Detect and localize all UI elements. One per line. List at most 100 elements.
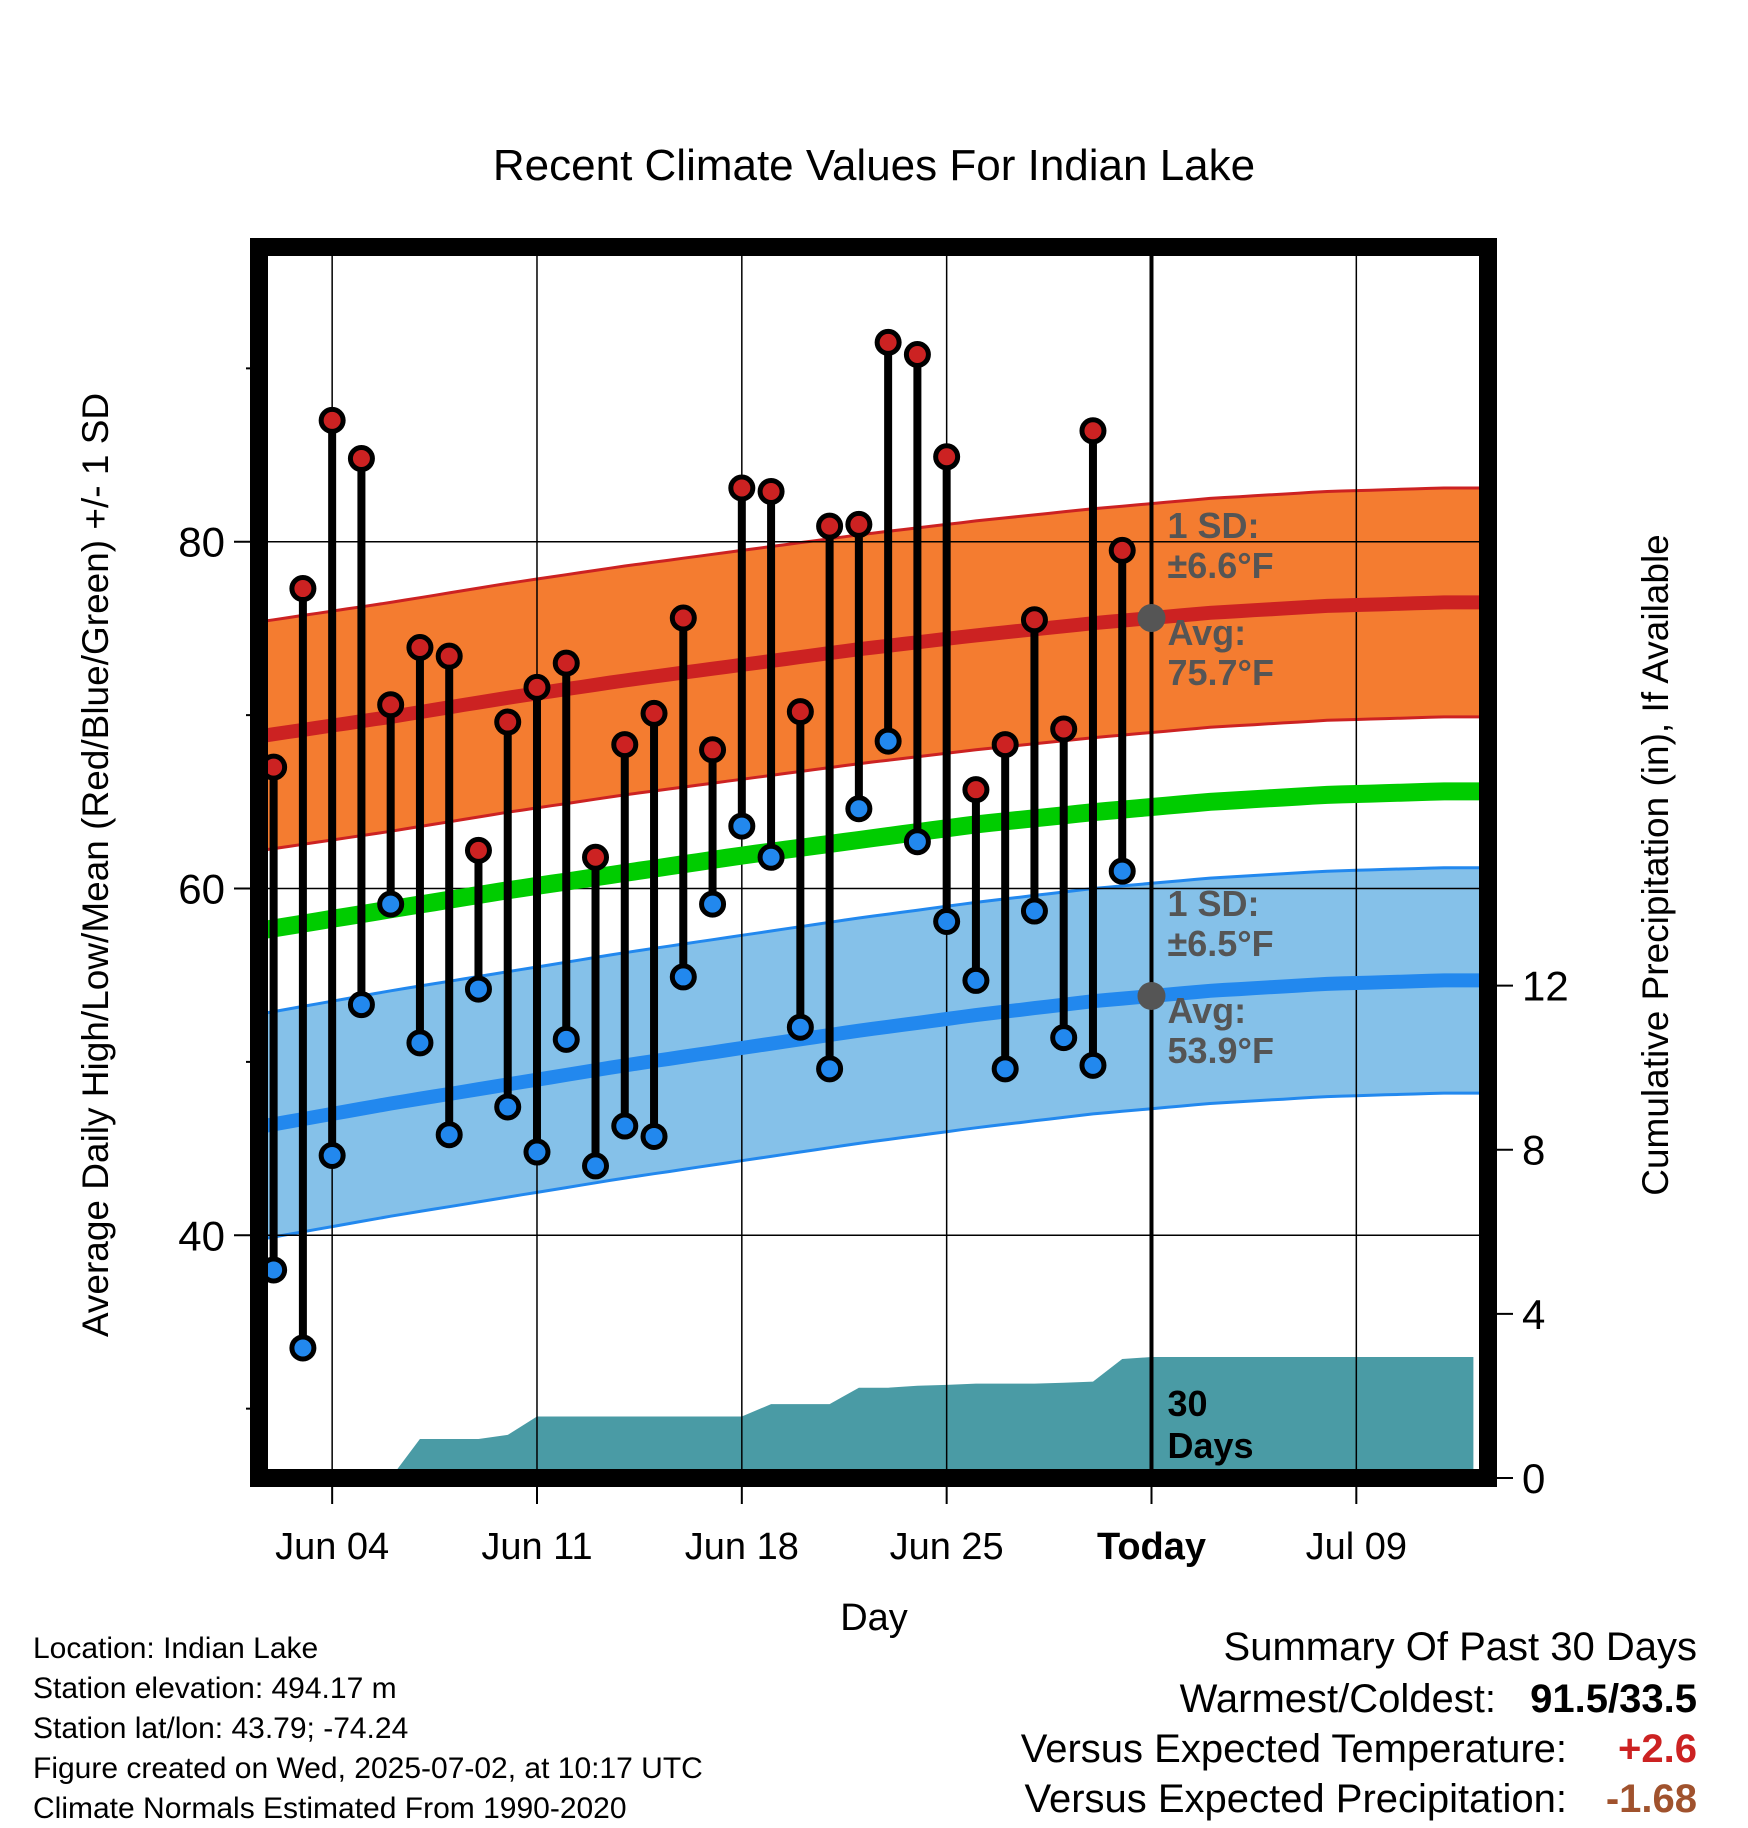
daily-high-point: [347, 445, 375, 473]
daily-high-point: [845, 510, 873, 538]
daily-high-point: [435, 642, 463, 670]
y2-tick-label: 8: [1522, 1127, 1545, 1174]
daily-high-point: [816, 512, 844, 540]
daily-high-point: [377, 691, 405, 719]
normal-low-sd-band: [259, 867, 1488, 1240]
info-latlon: Station lat/lon: 43.79; -74.24: [33, 1712, 408, 1745]
daily-low-point: [289, 1334, 317, 1362]
x-tick-label: Jul 09: [1306, 1526, 1407, 1568]
daily-low-point: [640, 1122, 668, 1150]
summary-block: Summary Of Past 30 Days Warmest/Coldest:…: [1021, 1625, 1697, 1821]
low-sd-value: ±6.5°F: [1167, 923, 1273, 964]
daily-low-point: [816, 1055, 844, 1083]
daily-high-point: [582, 843, 610, 871]
daily-low-point: [962, 966, 990, 994]
daily-low-point: [699, 890, 727, 918]
daily-low-point: [757, 843, 785, 871]
summary-warmest-label: Warmest/Coldest:: [1180, 1677, 1496, 1721]
daily-high-point: [699, 736, 727, 764]
daily-low-point: [1108, 857, 1136, 885]
daily-low-point: [552, 1025, 580, 1053]
daily-low-point: [991, 1055, 1019, 1083]
x-tick-label: Jun 25: [890, 1526, 1004, 1568]
summary-temp-value: +2.6: [1618, 1727, 1697, 1771]
daily-low-point: [435, 1121, 463, 1149]
info-created: Figure created on Wed, 2025-07-02, at 10…: [33, 1752, 703, 1785]
summary-precip-value: -1.68: [1606, 1777, 1697, 1821]
y-axis-label: Average Daily High/Low/Mean (Red/Blue/Gr…: [75, 393, 116, 1337]
daily-low-point: [1050, 1024, 1078, 1052]
daily-low-point: [845, 795, 873, 823]
station-info: Location: Indian Lake Station elevation:…: [33, 1632, 703, 1825]
daily-high-point: [786, 698, 814, 726]
y-tick-label: 40: [178, 1212, 225, 1259]
daily-high-point: [640, 699, 668, 727]
daily-high-point: [406, 634, 434, 662]
daily-low-point: [786, 1013, 814, 1041]
precipitation-area: [390, 1357, 1474, 1478]
daily-high-point: [903, 340, 931, 368]
summary-temp-label: Versus Expected Temperature:: [1021, 1727, 1567, 1771]
daily-high-point: [757, 477, 785, 505]
daily-low-point: [347, 991, 375, 1019]
daily-low-point: [611, 1112, 639, 1140]
daily-low-point: [933, 907, 961, 935]
daily-high-point: [523, 673, 551, 701]
today-normal-low-marker: [1137, 982, 1166, 1011]
x-tick-label: Jun 11: [481, 1526, 592, 1568]
daily-high-point: [611, 731, 639, 759]
info-location: Location: Indian Lake: [33, 1632, 318, 1665]
x-tick-label: Jun 18: [685, 1526, 799, 1568]
high-avg-label: Avg:: [1167, 612, 1246, 653]
x-tick-label: Today: [1097, 1526, 1206, 1568]
daily-low-point: [464, 975, 492, 1003]
y2-tick-label: 0: [1522, 1455, 1545, 1502]
normal-high-line: [259, 595, 1488, 744]
daily-high-point: [1079, 417, 1107, 445]
daily-low-point: [1020, 897, 1048, 925]
days-label: Days: [1167, 1425, 1253, 1466]
info-elevation: Station elevation: 494.17 m: [33, 1672, 397, 1705]
low-sd-label: 1 SD:: [1167, 883, 1259, 924]
plot-frame: [250, 238, 1497, 1487]
daily-low-point: [1079, 1051, 1107, 1079]
summary-precip-label: Versus Expected Precipitation:: [1024, 1777, 1567, 1821]
daily-high-point: [991, 731, 1019, 759]
y-tick-label: 60: [178, 866, 225, 913]
x-tick-label: Jun 04: [275, 1526, 389, 1568]
daily-high-point: [874, 328, 902, 356]
daily-low-point: [406, 1029, 434, 1057]
normal-low-line: [259, 973, 1488, 1134]
low-avg-label: Avg:: [1167, 990, 1246, 1031]
normal-high-lower-edge: [259, 715, 1488, 853]
daily-high-point: [289, 575, 317, 603]
daily-high-point: [464, 836, 492, 864]
daily-high-point: [494, 708, 522, 736]
days-count: 30: [1167, 1383, 1207, 1424]
normal-mean-line: [259, 782, 1488, 940]
y2-axis-label: Cumulative Precipitation (in), If Availa…: [1635, 534, 1676, 1196]
high-sd-value: ±6.6°F: [1167, 545, 1273, 586]
normal-low-lower-edge: [259, 1091, 1488, 1242]
daily-high-point: [1050, 715, 1078, 743]
daily-low-point: [903, 828, 931, 856]
daily-low-point: [523, 1138, 551, 1166]
y2-tick-label: 4: [1522, 1291, 1545, 1338]
info-normals: Climate Normals Estimated From 1990-2020: [33, 1792, 627, 1825]
daily-high-point: [728, 474, 756, 502]
daily-low-point: [874, 727, 902, 755]
daily-high-point: [1108, 536, 1136, 564]
today-normal-high-marker: [1137, 604, 1166, 633]
daily-high-point: [669, 604, 697, 632]
daily-high-point: [1020, 606, 1048, 634]
daily-low-point: [494, 1093, 522, 1121]
daily-high-point: [933, 443, 961, 471]
daily-low-point: [669, 963, 697, 991]
y-tick-label: 80: [178, 519, 225, 566]
summary-heading: Summary Of Past 30 Days: [1224, 1625, 1697, 1669]
daily-high-point: [318, 406, 346, 434]
daily-low-point: [728, 812, 756, 840]
daily-low-point: [377, 890, 405, 918]
